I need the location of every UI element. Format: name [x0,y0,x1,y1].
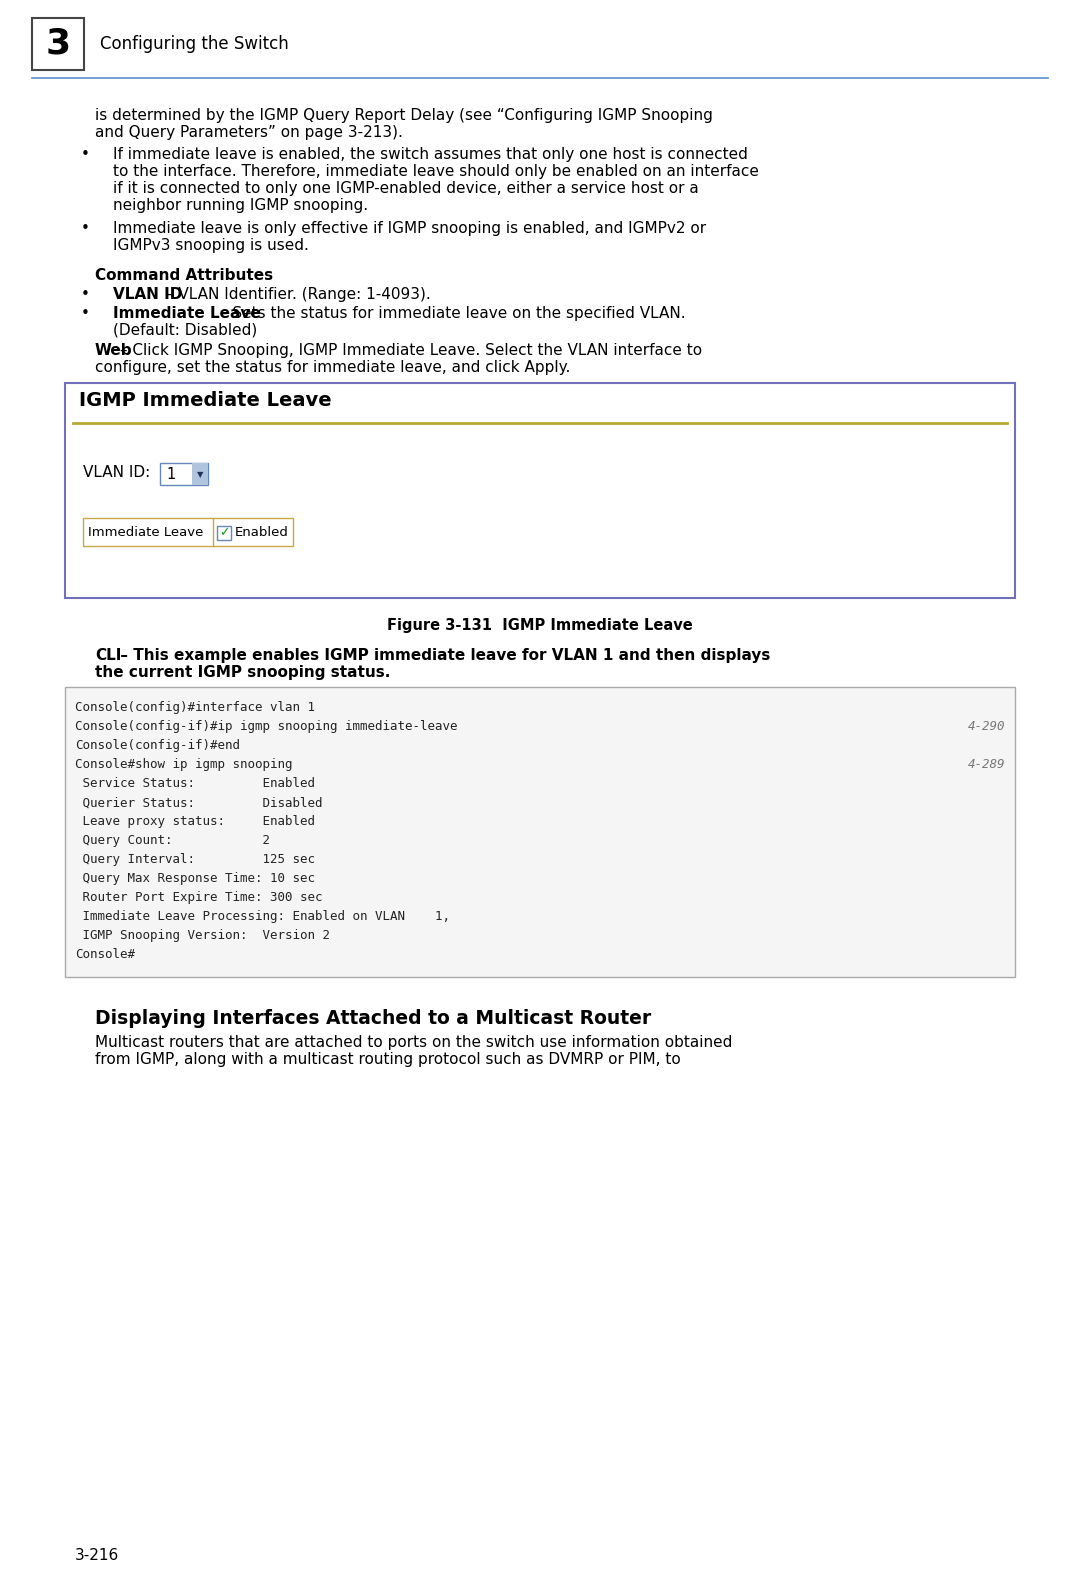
Text: Web: Web [95,344,133,358]
Text: and Query Parameters” on page 3-213).: and Query Parameters” on page 3-213). [95,126,403,140]
Text: VLAN ID:: VLAN ID: [83,465,150,479]
Text: VLAN ID: VLAN ID [113,287,183,301]
Text: 3-216: 3-216 [75,1548,119,1564]
Text: Query Count:            2: Query Count: 2 [75,834,270,848]
Text: – This example enables IGMP immediate leave for VLAN 1 and then displays: – This example enables IGMP immediate le… [116,648,771,663]
Text: 3: 3 [45,27,70,61]
Text: (Default: Disabled): (Default: Disabled) [113,323,257,338]
Text: •: • [81,306,90,320]
Bar [65,688,1015,978]
Text: Command Attributes: Command Attributes [95,268,273,283]
Text: – Sets the status for immediate leave on the specified VLAN.: – Sets the status for immediate leave on… [215,306,686,320]
Text: to the interface. Therefore, immediate leave should only be enabled on an interf: to the interface. Therefore, immediate l… [113,165,759,179]
Text: Figure 3-131  IGMP Immediate Leave: Figure 3-131 IGMP Immediate Leave [387,617,693,633]
Text: if it is connected to only one IGMP-enabled device, either a service host or a: if it is connected to only one IGMP-enab… [113,181,699,196]
Text: IGMPv3 snooping is used.: IGMPv3 snooping is used. [113,237,309,253]
Text: from IGMP, along with a multicast routing protocol such as DVMRP or PIM, to: from IGMP, along with a multicast routin… [95,1052,680,1068]
Text: 4-289: 4-289 [968,758,1005,771]
Text: Immediate leave is only effective if IGMP snooping is enabled, and IGMPv2 or: Immediate leave is only effective if IGM… [113,220,706,235]
Text: Enabled: Enabled [235,526,288,539]
Text: If immediate leave is enabled, the switch assumes that only one host is connecte: If immediate leave is enabled, the switc… [113,148,747,162]
Text: Console#show ip igmp snooping: Console#show ip igmp snooping [75,758,293,771]
Text: Immediate Leave Processing: Enabled on VLAN    1,: Immediate Leave Processing: Enabled on V… [75,911,450,923]
Text: IGMP Snooping Version:  Version 2: IGMP Snooping Version: Version 2 [75,929,330,942]
Text: Multicast routers that are attached to ports on the switch use information obtai: Multicast routers that are attached to p… [95,1035,732,1050]
Text: Query Max Response Time: 10 sec: Query Max Response Time: 10 sec [75,873,315,885]
Bar [65,383,1015,598]
Text: Console(config-if)#ip igmp snooping immediate-leave: Console(config-if)#ip igmp snooping imme… [75,721,458,733]
Text: Displaying Interfaces Attached to a Multicast Router: Displaying Interfaces Attached to a Mult… [95,1010,651,1028]
Text: •: • [81,148,90,162]
Text: 4-290: 4-290 [968,721,1005,733]
Text: Router Port Expire Time: 300 sec: Router Port Expire Time: 300 sec [75,892,323,904]
Text: configure, set the status for immediate leave, and click Apply.: configure, set the status for immediate … [95,361,570,375]
Bar [83,518,293,545]
Bar [32,17,84,71]
Text: Immediate Leave: Immediate Leave [87,526,203,539]
Text: Immediate Leave: Immediate Leave [113,306,260,320]
Text: – Click IGMP Snooping, IGMP Immediate Leave. Select the VLAN interface to: – Click IGMP Snooping, IGMP Immediate Le… [116,344,703,358]
Bar [160,463,208,485]
Text: ✓: ✓ [219,526,229,539]
Text: Console(config-if)#end: Console(config-if)#end [75,739,240,752]
Text: •: • [81,287,90,301]
Text: Configuring the Switch: Configuring the Switch [100,35,288,53]
Text: Service Status:         Enabled: Service Status: Enabled [75,777,315,790]
Text: ▼: ▼ [197,469,203,479]
Text: Leave proxy status:     Enabled: Leave proxy status: Enabled [75,815,315,829]
Text: CLI: CLI [95,648,121,663]
Text: – VLAN Identifier. (Range: 1-4093).: – VLAN Identifier. (Range: 1-4093). [161,287,431,301]
Text: Query Interval:         125 sec: Query Interval: 125 sec [75,854,315,867]
Text: IGMP Immediate Leave: IGMP Immediate Leave [79,391,332,410]
Text: Console(config)#interface vlan 1: Console(config)#interface vlan 1 [75,702,315,714]
Bar [217,526,231,540]
Text: Querier Status:         Disabled: Querier Status: Disabled [75,796,323,810]
Bar [192,463,208,485]
Text: the current IGMP snooping status.: the current IGMP snooping status. [95,666,390,680]
Text: Console#: Console# [75,948,135,961]
Text: neighbor running IGMP snooping.: neighbor running IGMP snooping. [113,198,368,214]
Text: •: • [81,220,90,235]
Text: is determined by the IGMP Query Report Delay (see “Configuring IGMP Snooping: is determined by the IGMP Query Report D… [95,108,713,122]
Text: 1: 1 [166,466,175,482]
